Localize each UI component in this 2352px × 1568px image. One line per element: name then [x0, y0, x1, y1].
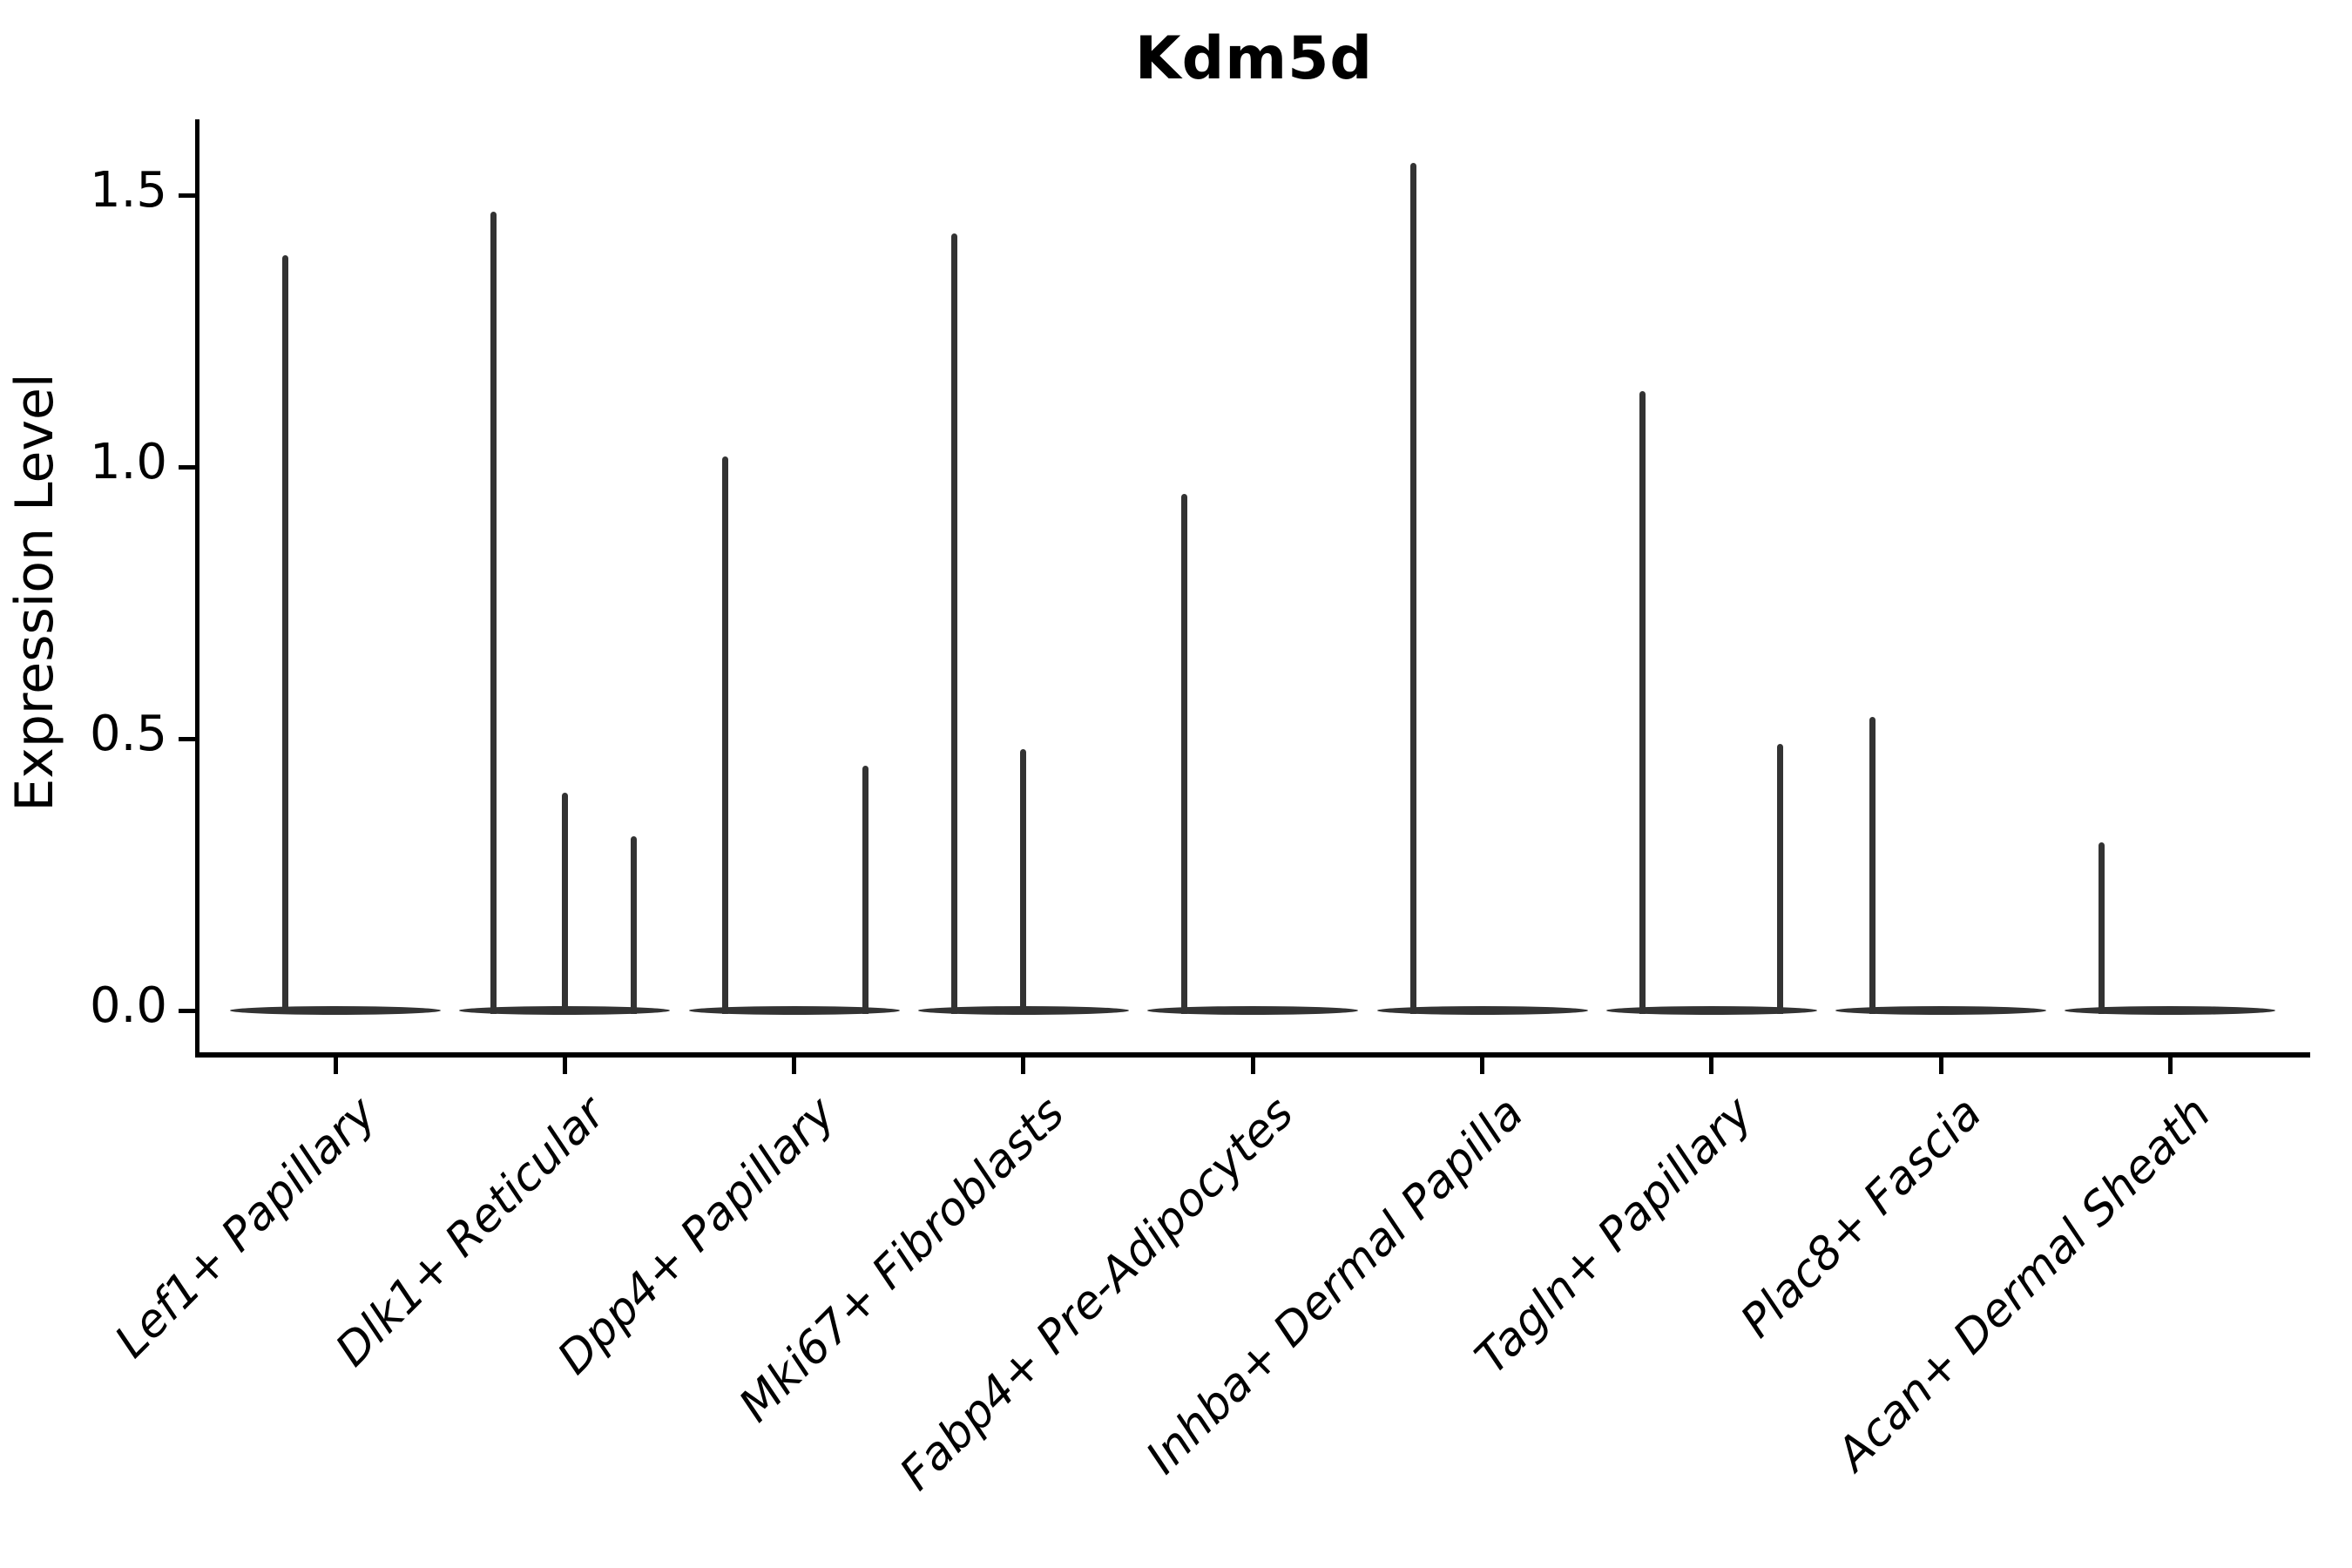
- x-tick-mark: [1250, 1058, 1255, 1074]
- y-tick-mark: [179, 1008, 195, 1013]
- violin-zero-base: [1835, 1006, 2047, 1015]
- violin-density-spike: [951, 233, 958, 1014]
- y-tick-label: 0.5: [89, 706, 167, 762]
- x-tick-label: Plac8+ Fascia: [1731, 1087, 1992, 1348]
- x-tick-mark: [333, 1058, 338, 1074]
- violin-density-spike: [1020, 749, 1027, 1014]
- y-tick-mark: [179, 736, 195, 741]
- y-axis-label: Expression Level: [4, 373, 65, 812]
- y-tick-label: 1.5: [89, 162, 167, 219]
- x-tick-mark: [1938, 1058, 1943, 1074]
- violin-density-spike: [2098, 841, 2105, 1014]
- x-tick-mark: [1709, 1058, 1714, 1074]
- x-tick-label: Acan+ Dermal Sheath: [1827, 1087, 2221, 1481]
- violin-density-spike: [1777, 744, 1784, 1014]
- violin-density-spike: [281, 254, 288, 1014]
- x-tick-mark: [2167, 1058, 2173, 1074]
- violin-zero-base: [230, 1006, 441, 1015]
- violin-density-spike: [1869, 717, 1876, 1014]
- violin-zero-base: [1376, 1006, 1588, 1015]
- violin-zero-base: [688, 1006, 900, 1015]
- violin-density-spike: [1180, 494, 1187, 1014]
- x-tick-mark: [1021, 1058, 1026, 1074]
- violin-density-spike: [630, 836, 637, 1014]
- y-tick-label: 1.0: [89, 434, 167, 490]
- violin-density-spike: [561, 793, 568, 1014]
- x-tick-label: Inhba+ Dermal Papilla: [1136, 1087, 1533, 1484]
- x-tick-mark: [562, 1058, 567, 1074]
- violin-density-spike: [1639, 390, 1646, 1014]
- y-axis-spine: [195, 119, 199, 1058]
- violin-zero-base: [1605, 1006, 1817, 1015]
- violin-density-spike: [1410, 162, 1416, 1014]
- violin-density-spike: [862, 766, 868, 1014]
- violin-zero-base: [2065, 1006, 2276, 1015]
- plot-title: Kdm5d: [1134, 24, 1374, 93]
- x-tick-mark: [1480, 1058, 1484, 1074]
- violin-density-spike: [722, 456, 729, 1014]
- violin-density-spike: [490, 211, 497, 1014]
- x-tick-label: Fabp4+ Pre-Adipocytes: [890, 1087, 1304, 1501]
- y-tick-label: 0.0: [89, 977, 167, 1034]
- x-axis-spine: [195, 1052, 2310, 1058]
- y-tick-mark: [179, 193, 195, 198]
- violin-zero-base: [1147, 1006, 1359, 1015]
- x-tick-mark: [792, 1058, 797, 1074]
- y-tick-mark: [179, 464, 195, 470]
